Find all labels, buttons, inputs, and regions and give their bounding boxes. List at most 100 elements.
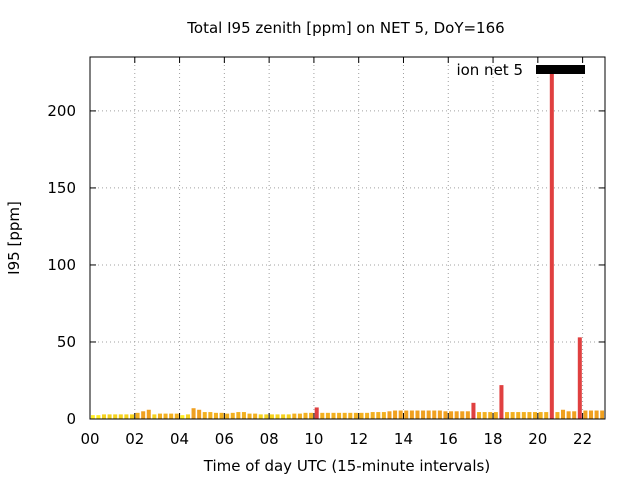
x-tick-label: 06 [215, 430, 234, 448]
bar [376, 412, 381, 419]
bar [594, 410, 599, 419]
bar [157, 413, 162, 419]
plot-frame [89, 56, 606, 420]
bar [269, 414, 274, 419]
bar [107, 414, 112, 419]
bar [191, 408, 196, 419]
bars [91, 72, 604, 419]
x-axis-label: Time of day UTC (15-minute intervals) [203, 457, 490, 475]
bar [297, 413, 302, 419]
bar [588, 410, 594, 419]
bar [208, 412, 213, 419]
bar [432, 410, 437, 419]
bar [314, 407, 319, 419]
bar [146, 409, 151, 419]
bar [163, 413, 168, 419]
bar [129, 414, 134, 419]
bar [101, 414, 107, 419]
x-tick-label: 00 [80, 430, 99, 448]
bar [437, 410, 442, 419]
bar [236, 412, 241, 419]
bar [230, 412, 235, 419]
bar [370, 412, 375, 419]
chart-title: Total I95 zenith [ppm] on NET 5, DoY=166 [186, 19, 504, 37]
bar [337, 412, 342, 419]
bar [516, 412, 521, 419]
bar [471, 402, 476, 419]
bar [241, 412, 246, 419]
bar [404, 410, 409, 419]
bar [275, 414, 280, 419]
bar [549, 72, 554, 419]
bar [180, 415, 185, 419]
bar [286, 414, 291, 419]
bar [174, 413, 179, 419]
bar [91, 415, 95, 419]
x-tick-label: 12 [349, 430, 368, 448]
bar [342, 412, 347, 419]
bar [572, 411, 577, 419]
bar [185, 414, 190, 419]
bar [449, 411, 454, 419]
bar [96, 415, 101, 419]
x-tick-label: 20 [528, 430, 547, 448]
bar [426, 410, 431, 419]
bar [348, 412, 353, 419]
ticks [89, 57, 605, 420]
legend-swatch [536, 65, 585, 74]
bar [292, 413, 297, 419]
bar [566, 411, 571, 419]
bar [577, 337, 582, 419]
bar [169, 413, 174, 419]
bar [493, 412, 498, 419]
bar [600, 410, 604, 419]
x-tick-label: 10 [304, 430, 323, 448]
x-tick-label: 14 [394, 430, 413, 448]
bar [460, 411, 465, 419]
y-tick-label: 100 [47, 256, 76, 274]
bar [381, 412, 386, 419]
bar [454, 411, 459, 419]
bar [202, 412, 207, 419]
bar [303, 412, 308, 419]
bar [544, 412, 549, 419]
bar [213, 412, 218, 419]
x-tick-label: 16 [439, 430, 458, 448]
y-axis-label: I95 [ppm] [5, 201, 23, 275]
tick-labels: 00 02 04 06 08 10 12 14 16 18 20 22 0 50 100 150 200 [47, 102, 592, 448]
bar [561, 409, 566, 419]
bar [393, 410, 398, 419]
y-tick-label: 200 [47, 102, 76, 120]
bar [253, 413, 258, 419]
bar [353, 412, 358, 419]
bar [124, 414, 129, 419]
bar [118, 414, 123, 419]
bar [443, 411, 448, 419]
y-tick-label: 0 [66, 410, 76, 428]
bar [527, 412, 532, 419]
bar [415, 410, 420, 419]
bar [482, 412, 487, 419]
bar [533, 412, 538, 419]
y-tick-label: 50 [57, 333, 76, 351]
bar [225, 413, 230, 419]
bar [583, 410, 588, 419]
bar [505, 412, 510, 419]
bar [538, 412, 543, 419]
bar [219, 412, 224, 419]
x-tick-label: 08 [260, 430, 279, 448]
bar [135, 412, 140, 419]
bar [521, 412, 526, 419]
bar [365, 412, 370, 419]
bar [247, 413, 252, 419]
legend-label: ion net 5 [456, 61, 523, 79]
bar [331, 412, 336, 419]
legend: ion net 5 [456, 61, 585, 79]
bar [499, 385, 504, 419]
bar [258, 414, 263, 419]
bar [281, 414, 286, 419]
bar [409, 410, 414, 419]
bar [421, 410, 426, 419]
